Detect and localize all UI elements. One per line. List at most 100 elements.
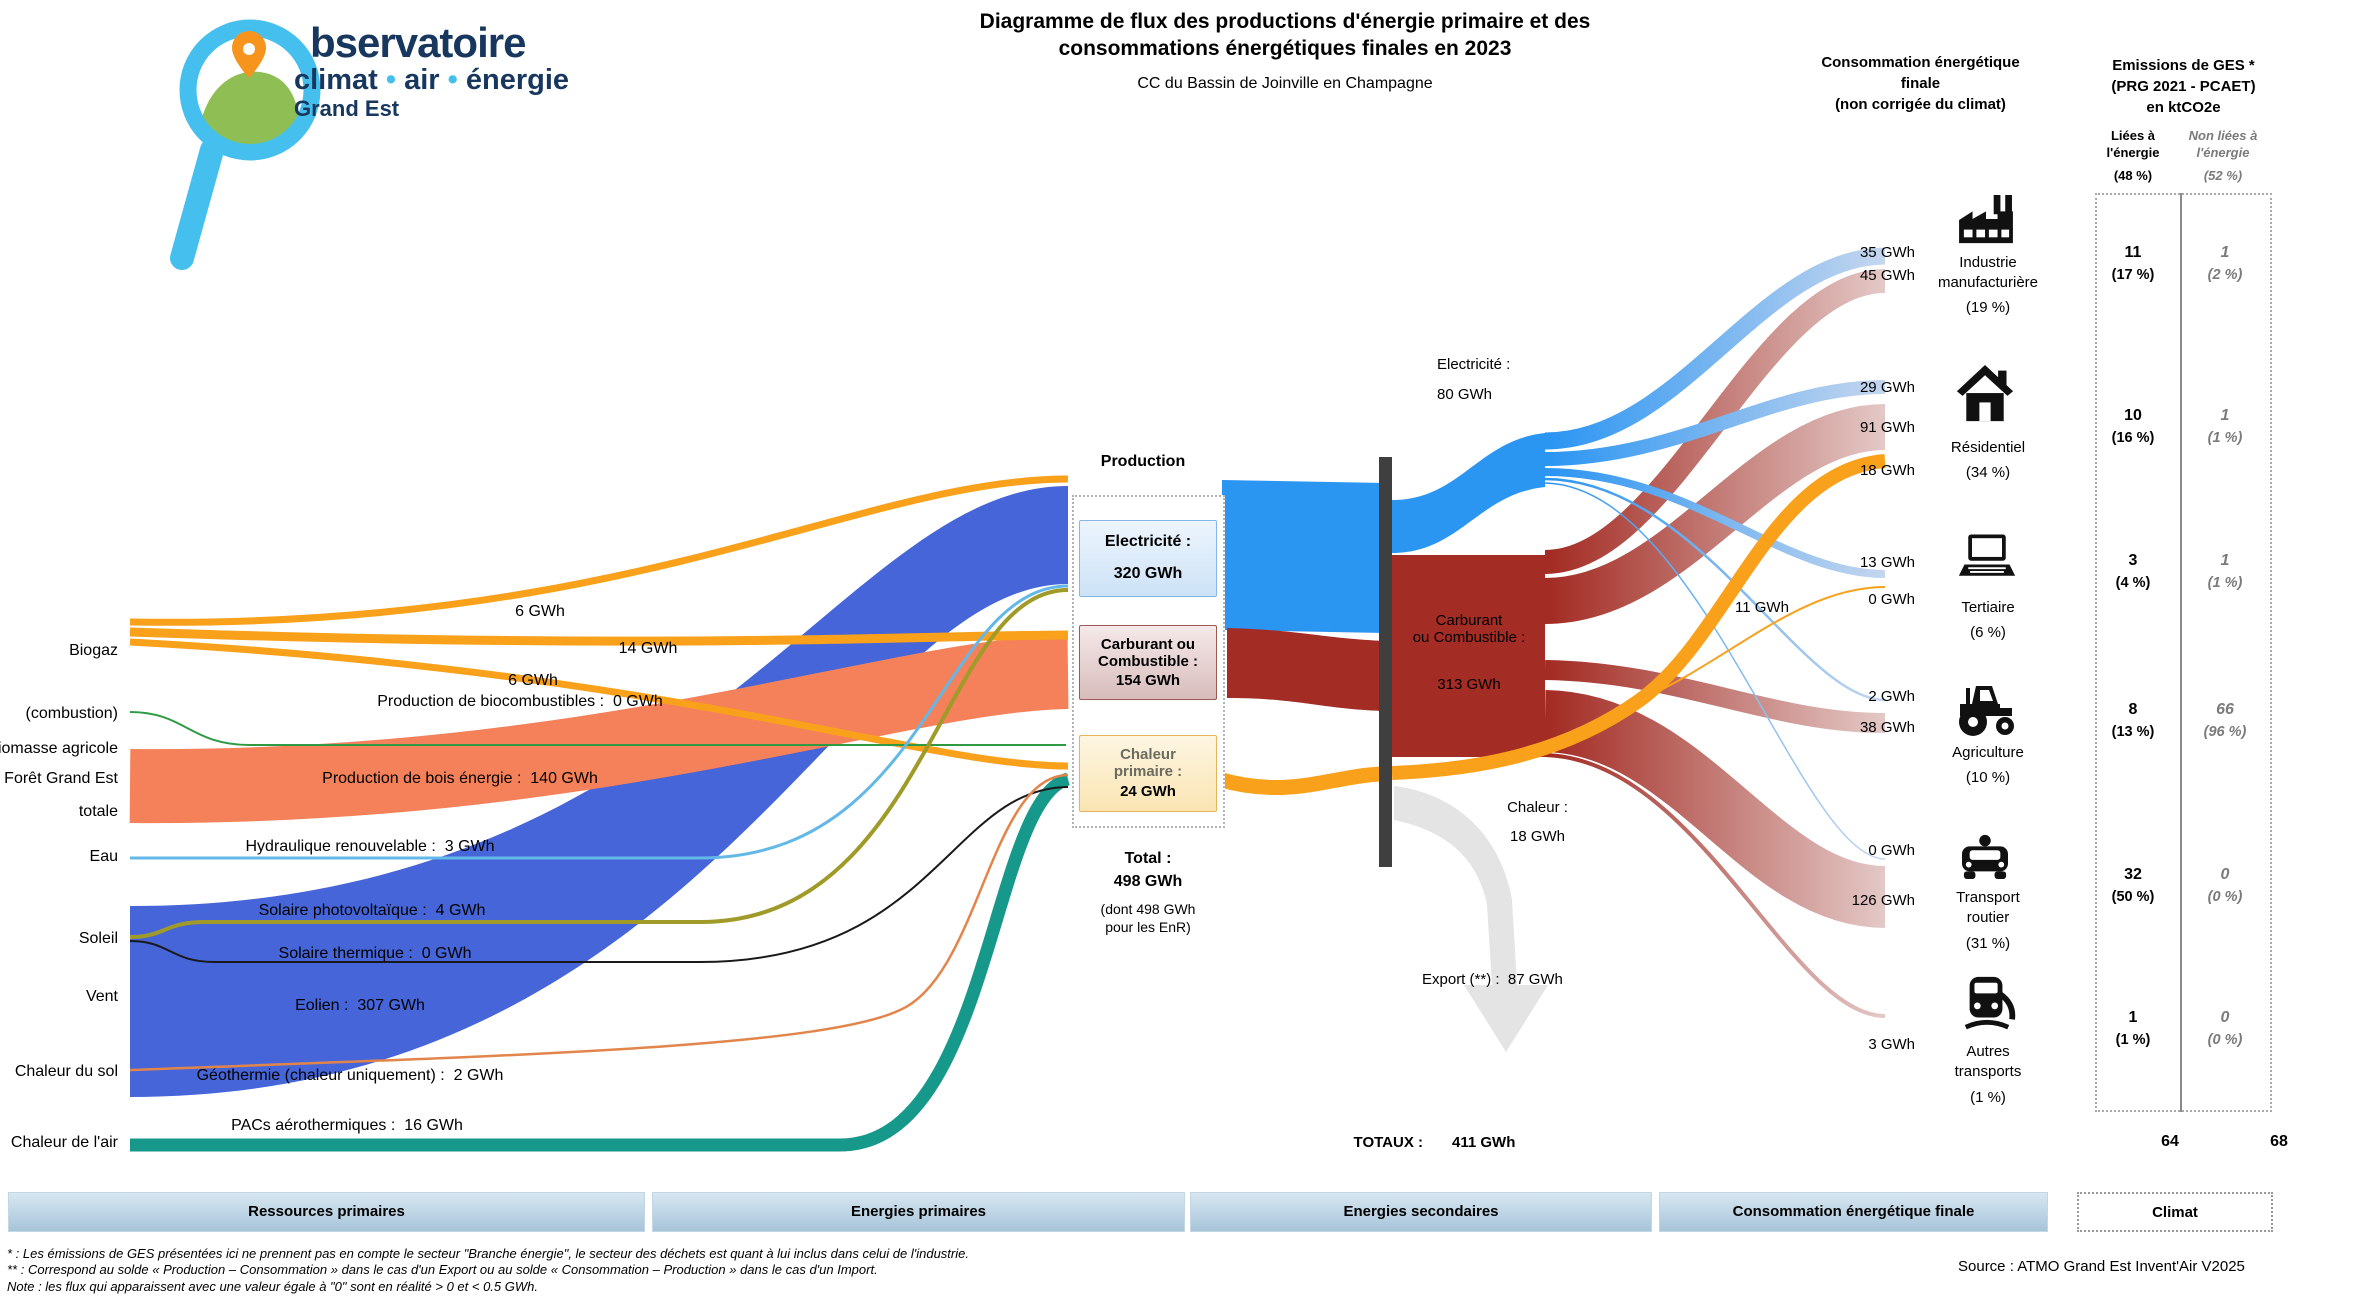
label-hydraulique: Hydraulique renouvelable : 3 GWh (245, 838, 495, 855)
elec-80-label: Electricité : 80 GWh (1437, 356, 1511, 403)
flow-value: 13 GWh (1859, 554, 1915, 571)
flow-value: 35 GWh (1859, 244, 1915, 261)
production-consumption-bar (1379, 457, 1392, 867)
flow-elec-industrie (1544, 247, 1886, 450)
ges-header: Emissions de GES * (PRG 2021 - PCAET) en… (2111, 57, 2256, 116)
chaleur-18-label: Chaleur : 18 GWh (1507, 799, 1568, 845)
footnote-2: ** : Correspond au solde « Production – … (7, 1262, 878, 1277)
flow-carb-autres (1544, 753, 1886, 1018)
flow-biogaz-elec (129, 475, 1069, 626)
flow-value: 45 GWh (1859, 267, 1915, 284)
laptop-icon (1957, 532, 2017, 580)
footnote-3: Note : les flux qui apparaissent avec un… (7, 1279, 538, 1294)
flow-elec-tertiaire (1544, 468, 1886, 578)
logo-dot: • (377, 64, 405, 96)
source-biomasse: Biomasse agricole totale (0, 740, 118, 820)
flow-value: 3 GWh (1868, 1036, 1915, 1053)
footnote-1: * : Les émissions de GES présentées ici … (7, 1246, 969, 1261)
ges-transport-non-energy: 0 (0 %) (2207, 866, 2243, 905)
label-thermique: Solaire thermique : 0 GWh (278, 945, 472, 962)
ges-agriculture-non-energy: 66 (96 %) (2203, 701, 2247, 740)
flow-geothermie (129, 773, 1069, 1072)
source-eau: Eau (89, 848, 118, 865)
sector-agriculture: Agriculture (10 %) (1952, 744, 2024, 786)
source-foret: Forêt Grand Est (4, 770, 118, 787)
logo-tagline: climat • air • énergie (294, 64, 570, 96)
totaux-label: TOTAUX : (1353, 1134, 1423, 1151)
sector-industrie: Industrie manufacturière (19 %) (1937, 254, 2039, 316)
ges-tertiaire-energy: 3 (4 %) (2115, 552, 2151, 591)
ges-autres-energy: 1 (1 %) (2115, 1009, 2151, 1048)
logo-region: Grand Est (294, 96, 400, 121)
flow-export-arrow (1394, 786, 1548, 1052)
ges-industrie-non-energy: 1 (2 %) (2207, 244, 2243, 283)
source-chaleur-sol: Chaleur du sol (14, 1063, 118, 1080)
ges-industrie-energy: 11 (17 %) (2111, 244, 2155, 283)
train-icon (1956, 975, 2018, 1031)
sector-autres-transports: Autres transports (1 %) (1954, 1043, 2022, 1106)
flow-solaire-thermique (129, 786, 1069, 963)
production-carburant-box: Carburant ou Combustible : 154 GWh (1079, 625, 1217, 700)
legend-energies-secondaires: Energies secondaires (1190, 1192, 1652, 1232)
carburant-block (1392, 555, 1545, 757)
flow-elec-transport (1544, 482, 1886, 860)
ges-autres-non-energy: 0 (0 %) (2207, 1009, 2243, 1048)
factory-icon (1955, 195, 2017, 245)
sector-tertiaire: Tertiaire (6 %) (1961, 599, 2015, 641)
label-biogaz-elec: 6 GWh (515, 603, 565, 620)
flow-hydraulique (130, 584, 1069, 860)
ges-col-non-energy-header: Non liées à l'énergie (52 %) (2188, 128, 2258, 183)
flow-pacs (130, 772, 1071, 1152)
source-biogaz: Biogaz (combustion) (25, 642, 118, 722)
totaux-value: 411 GWh (1452, 1134, 1516, 1151)
label-pv: Solaire photovoltaïque : 4 GWh (258, 902, 486, 919)
logo-wordmark: bservatoire climat • air • énergie Grand… (294, 22, 569, 122)
label-eolien: Eolien : 307 GWh (295, 997, 425, 1014)
flow-value: 0 GWh (1868, 591, 1915, 608)
flow-chaleur-tertiaire (1639, 586, 1886, 701)
flow-elec-320 (1222, 480, 1385, 633)
source-vent: Vent (85, 988, 118, 1005)
title-subtitle: CC du Bassin de Joinville en Champagne (1137, 75, 1433, 92)
flow-value: 29 GWh (1859, 379, 1915, 396)
flow-value: 126 GWh (1851, 892, 1915, 909)
ges-tertiaire-non-energy: 1 (1 %) (2207, 552, 2243, 591)
observatoire-logo-icon (170, 19, 321, 270)
source-soleil: Soleil (78, 930, 118, 947)
ges-residentiel-non-energy: 1 (1 %) (2207, 407, 2243, 446)
flow-solaire-pv (129, 588, 1069, 939)
flow-biogaz-chaleur (129, 638, 1069, 770)
flow-carburant-154 (1227, 628, 1385, 711)
tractor-icon (1954, 680, 2018, 738)
ges-table-divider (2180, 193, 2182, 1112)
flow-value: 91 GWh (1859, 419, 1915, 436)
house-icon (1955, 365, 2015, 423)
flow-elec-agriculture (1544, 477, 1886, 702)
ges-table-box (2095, 193, 2272, 1112)
production-chaleur-box: Chaleur primaire : 24 GWh (1079, 735, 1217, 812)
flow-value: 38 GWh (1859, 719, 1915, 736)
production-heading: Production (1100, 453, 1186, 470)
mid-11gwh-label: 11 GWh (1735, 599, 1789, 616)
source-chaleur-air: Chaleur de l'air (10, 1134, 118, 1151)
flow-elec-residentiel (1544, 380, 1886, 466)
label-biogaz-chaleur: 6 GWh (508, 672, 558, 689)
ges-residentiel-energy: 10 (16 %) (2111, 407, 2155, 446)
label-biogaz-carburant: 14 GWh (618, 640, 678, 657)
page-title: Diagramme de flux des productions d'éner… (900, 8, 1670, 93)
export-label: Export (**) : 87 GWh (1422, 971, 1563, 988)
flow-value: 2 GWh (1868, 688, 1915, 705)
ges-agriculture-energy: 8 (13 %) (2111, 701, 2155, 740)
logo-dot: • (439, 64, 466, 96)
legend-ressources-primaires: Ressources primaires (8, 1192, 645, 1232)
flow-carb-agriculture (1544, 660, 1886, 733)
flow-elec-80 (1392, 433, 1545, 553)
sector-transport-routier: Transport routier (31 %) (1956, 889, 2020, 952)
ges-col-energy-header: Liées à l'énergie (48 %) (2106, 128, 2160, 183)
flow-chaleur-mid (1215, 766, 1383, 796)
flow-value: 0 GWh (1868, 842, 1915, 859)
source-credit: Source : ATMO Grand Est Invent'Air V2025 (1958, 1258, 2245, 1275)
car-icon (1958, 833, 2012, 879)
